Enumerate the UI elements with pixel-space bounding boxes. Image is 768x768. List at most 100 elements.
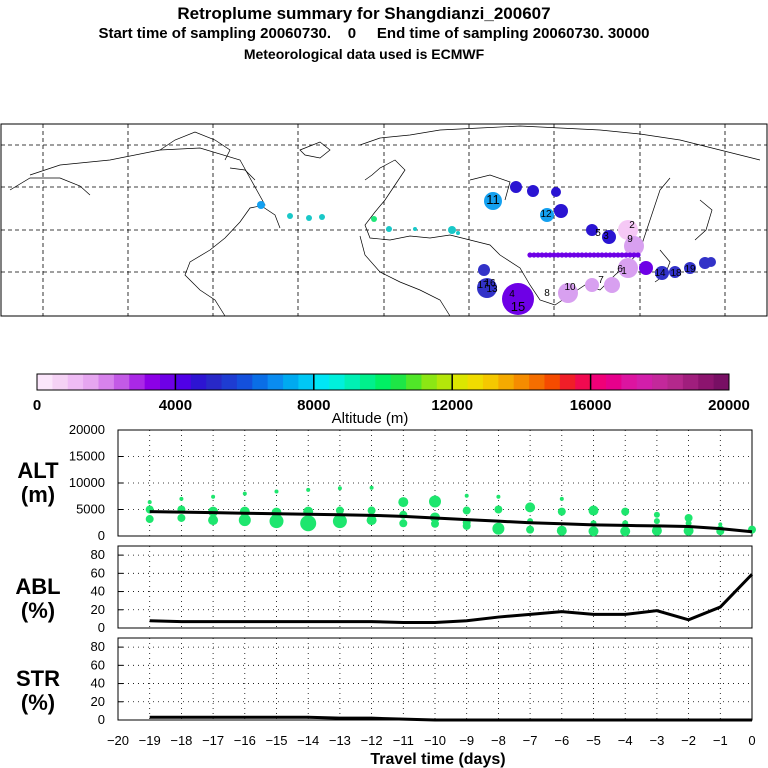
x-tick-label: −14 [297,733,319,748]
met-data-subtitle: Meteorological data used is ECMWF [243,46,485,62]
altitude-cluster-point [335,506,344,515]
colorbar-swatch [236,374,253,390]
colorbar-swatch [513,374,530,390]
panel-ylabel-unit: (%) [21,598,55,623]
plume-marker [448,226,456,234]
colorbar-swatch [267,374,284,390]
trajectory-dot [547,252,553,258]
altitude-cluster-point [492,522,505,535]
colorbar-swatch [698,374,715,390]
altitude-cluster-point [559,496,564,501]
x-tick-label: −8 [491,733,506,748]
colorbar-swatch [52,374,69,390]
altitude-cluster-point [269,514,284,529]
x-tick-label: 0 [748,733,755,748]
colorbar-swatch [590,374,607,390]
colorbar-swatch [652,374,668,390]
trajectory-dot [587,252,593,258]
panel-str: 0 20 40 60 80 STR(%) [16,637,753,727]
x-axis-label: Travel time (days) [370,751,505,768]
trajectory-dot [627,252,633,258]
colorbar-swatch [682,374,699,390]
plume-marker [502,283,534,315]
altitude-cluster-point [684,513,693,522]
y-tick-label: 60 [91,657,105,672]
y-tick-label: 0 [98,528,105,543]
y-tick-label: 80 [91,547,105,562]
x-tick-label: −15 [265,733,287,748]
plume-marker [287,213,293,219]
x-tick-label: −17 [202,733,224,748]
plume-day-label: 3 [603,231,609,242]
x-tick-label: −19 [139,733,161,748]
chart-title: Retroplume summary for Shangdianzi_20060… [177,4,551,23]
altitude-cluster-point [208,515,219,526]
plume-marker [684,262,696,274]
plume-day-label: 16 [484,278,496,289]
x-tick-label: −16 [234,733,256,748]
plume-marker [527,185,539,197]
colorbar-swatch [575,374,592,390]
x-tick-label: −11 [393,733,414,748]
colorbar-tick-label: 12000 [431,397,473,414]
y-tick-label: 20000 [69,422,105,437]
plume-day-label: 18 [670,268,682,279]
plume-marker [456,231,460,235]
colorbar-swatch [175,374,192,390]
trajectory-dot [575,252,581,258]
plume-marker [624,236,644,256]
plume-day-label: 17 [477,280,489,291]
series-line-str [149,715,752,722]
trajectory-dot [563,252,569,258]
colorbar-swatch [83,374,100,390]
colorbar-swatch [359,374,376,390]
altitude-cluster-point [238,514,251,527]
colorbar-swatch [67,374,84,390]
trajectory-dot [591,252,597,258]
altitude-cluster-point [621,507,630,516]
colorbar-swatch [713,374,730,390]
plume-marker [319,214,325,220]
x-tick-label: −4 [618,733,633,748]
colorbar-swatch [667,374,684,390]
plume-day-label: 12 [540,209,552,220]
colorbar-tick-label: 20000 [708,397,750,414]
altitude-cluster-point [464,493,469,498]
y-tick-label: 20 [91,602,105,617]
plume-day-label: 7 [598,275,604,286]
panel-ylabel: ALT [17,458,59,483]
plume-day-label: 4 [509,289,515,300]
plume-marker [585,278,599,292]
altitude-cluster-point [211,494,216,499]
altitude-cluster-point [179,496,184,501]
colorbar-tick-label: 4000 [159,397,192,414]
altitude-cluster-point [242,491,247,496]
altitude-cluster-point [685,520,692,527]
trajectory-dot [595,252,601,258]
colorbar-swatch [605,374,622,390]
trajectory-dot [619,252,625,258]
panel-ylabel: STR [16,666,60,691]
trajectory-dot [539,252,545,258]
altitude-cluster-point [399,519,408,528]
sampling-time-subtitle: Start time of sampling 20060730. 0 End t… [98,25,650,42]
altitude-cluster-point [429,495,441,508]
colorbar-frame [36,373,730,391]
plume-marker [551,187,561,197]
trajectory-dot [635,252,641,258]
trajectory-dot [567,252,573,258]
altitude-cluster-point [145,515,154,524]
altitude-cluster-point [462,506,471,515]
panel-frame [117,545,753,629]
altitude-colorbar: 0 4000 8000 12000 16000 20000 Altitude (m) [33,373,750,427]
altitude-cluster-point [431,519,439,528]
altitude-cluster-point [462,521,471,530]
trajectory-dot [543,252,549,258]
y-tick-label: 5000 [76,502,105,517]
colorbar-swatch [190,374,207,390]
plume-marker [306,215,312,221]
y-tick-label: 80 [91,639,105,654]
x-tick-label: −3 [649,733,664,748]
panel-alt: 0 5000 10000 15000 20000 ALT(m) [17,422,756,543]
colorbar-swatch [621,374,638,390]
